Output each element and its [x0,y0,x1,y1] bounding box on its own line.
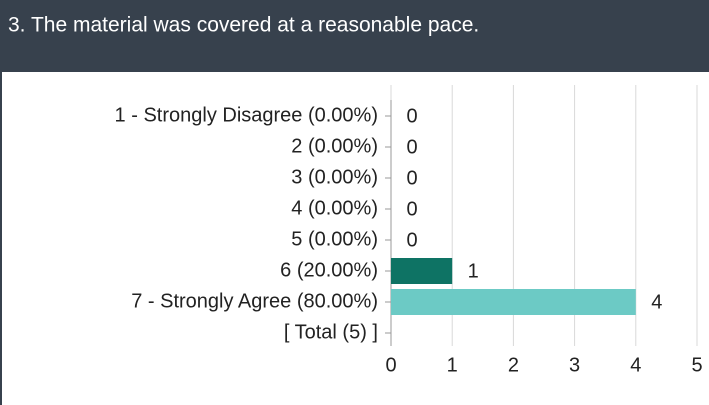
y-tick-label: 3 (0.00%) [291,166,378,188]
y-tick-label: [ Total (5) ] [284,321,378,343]
y-tick-label: 2 (0.00%) [291,135,378,157]
y-tick-label: 6 (20.00%) [280,259,378,281]
data-label: 0 [406,167,417,189]
data-label: 0 [406,229,417,251]
y-tick-label: 1 - Strongly Disagree (0.00%) [115,104,378,126]
data-label: 0 [406,136,417,158]
data-label: 0 [406,105,417,127]
y-tick-label: 7 - Strongly Agree (80.00%) [131,290,378,312]
x-tick-label: 4 [630,354,641,376]
header-bar [0,0,709,72]
x-tick-label: 1 [447,354,458,376]
bar [391,258,453,284]
x-tick-label: 3 [569,354,580,376]
data-label: 1 [468,260,479,282]
plot-panel [0,72,709,405]
chart-title: 3. The material was covered at a reasona… [8,14,479,37]
x-tick-label: 5 [691,354,702,376]
data-label: 4 [651,291,662,313]
x-tick-label: 2 [508,354,519,376]
x-tick-label: 0 [385,354,396,376]
bar [391,289,636,315]
y-tick-label: 5 (0.00%) [291,228,378,250]
data-label: 0 [406,198,417,220]
y-tick-label: 4 (0.00%) [291,197,378,219]
